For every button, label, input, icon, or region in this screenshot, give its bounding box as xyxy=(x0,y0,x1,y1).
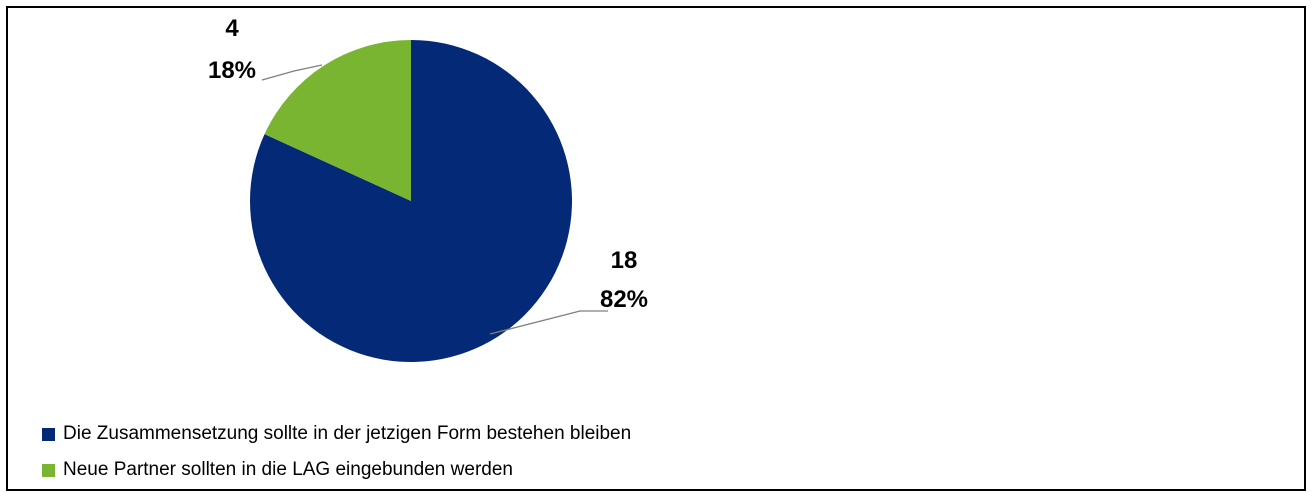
chart-frame xyxy=(6,6,1306,491)
leader-lines xyxy=(261,64,608,335)
leader-line-0 xyxy=(489,310,608,335)
data-label-value-0: 18 xyxy=(611,247,638,274)
legend-label-0: Die Zusammensetzung sollte in der jetzig… xyxy=(63,423,632,444)
data-labels: 18 82% 4 18% xyxy=(208,15,648,313)
legend-item-0: Die Zusammensetzung sollte in der jetzig… xyxy=(42,416,631,452)
legend-swatch-1 xyxy=(42,463,55,477)
legend-swatch-0 xyxy=(42,427,55,441)
data-label-percent-1: 18% xyxy=(208,57,256,84)
legend-item-1: Neue Partner sollten in die LAG eingebun… xyxy=(42,452,631,488)
data-label-percent-0: 82% xyxy=(600,286,648,313)
legend: Die Zusammensetzung sollte in der jetzig… xyxy=(42,416,631,488)
legend-label-1: Neue Partner sollten in die LAG eingebun… xyxy=(63,459,513,480)
pie-slice-1 xyxy=(264,40,411,201)
pie-slices xyxy=(249,40,572,362)
data-label-value-1: 4 xyxy=(225,15,239,42)
leader-line-1 xyxy=(261,64,323,81)
pie-slice-0 xyxy=(249,40,572,362)
